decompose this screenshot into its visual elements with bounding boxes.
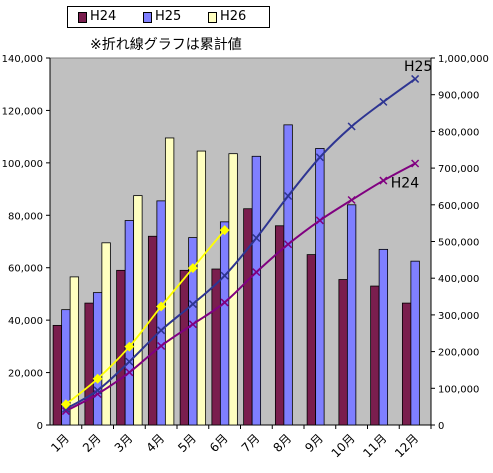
point-h25-9 — [315, 153, 324, 162]
bar-h24-6 — [211, 268, 221, 426]
bar-h26-5 — [196, 150, 207, 426]
legend-label-h24: H24 — [90, 9, 117, 24]
point-h24-4 — [157, 341, 166, 350]
left-tick-label: 80,000 — [8, 211, 43, 222]
point-h25-4 — [157, 326, 166, 335]
point-h25-11 — [379, 97, 388, 106]
legend-label-h25: H25 — [155, 9, 182, 24]
legend-item-h25: H25 — [143, 10, 181, 24]
bar-h25-4 — [156, 200, 166, 426]
left-tick-label: 100,000 — [2, 159, 43, 170]
bar-h25-3 — [124, 220, 135, 426]
line-label-h25: H25 — [404, 59, 432, 75]
point-h24-6 — [220, 298, 229, 307]
point-h25-12 — [411, 74, 420, 83]
legend-swatch-h25 — [143, 11, 152, 23]
x-tick-label: 8月 — [270, 431, 294, 455]
point-h25-2 — [93, 386, 102, 395]
point-h25-8 — [284, 191, 293, 201]
bar-h25-10 — [346, 204, 357, 426]
legend-item-h26: H26 — [208, 10, 246, 24]
bar-h24-1 — [52, 324, 63, 426]
right-tick-label: 500,000 — [438, 238, 479, 249]
x-tick-label: 2月 — [80, 431, 104, 455]
bar-h24-4 — [147, 235, 158, 426]
right-tick-label: 300,000 — [438, 311, 479, 322]
point-h25-5 — [188, 300, 197, 309]
point-h26-5 — [187, 263, 198, 274]
right-tick-label: 100,000 — [438, 384, 479, 395]
point-h24-7 — [252, 268, 261, 277]
point-h24-1 — [61, 407, 70, 416]
bar-h25-2 — [92, 292, 103, 426]
bar-h26-2 — [101, 242, 111, 426]
bar-h24-8 — [274, 225, 285, 426]
line-label-h24: H24 — [391, 176, 419, 192]
point-h24-9 — [315, 216, 324, 225]
bar-h24-2 — [84, 302, 94, 426]
bar-h26-1 — [69, 276, 80, 426]
point-h24-8 — [284, 240, 293, 249]
x-tick-label: 10月 — [329, 431, 358, 460]
left-tick-label: 120,000 — [2, 106, 43, 117]
right-tick-label: 1,000,000 — [438, 54, 489, 65]
left-tick-label: 140,000 — [2, 54, 43, 65]
right-tick-label: 200,000 — [438, 348, 479, 359]
left-tick-label: 40,000 — [8, 316, 43, 327]
right-tick-label: 800,000 — [438, 127, 479, 138]
x-tick-label: 1月 — [48, 431, 72, 455]
right-tick-label: 0 — [438, 421, 444, 432]
point-h24-11 — [379, 176, 388, 185]
bar-h25-8 — [283, 124, 293, 426]
line-h26 — [65, 229, 226, 405]
legend-item-h24: H24 — [78, 10, 116, 24]
point-h26-4 — [156, 301, 167, 312]
point-h25-3 — [125, 357, 134, 366]
x-tick-label: 12月 — [392, 431, 421, 460]
point-h25-10 — [347, 122, 356, 131]
bar-h24-7 — [243, 208, 253, 426]
right-tick-label: 700,000 — [438, 164, 479, 175]
legend-swatch-h26 — [208, 11, 217, 23]
legend: H24 H25 H26 — [67, 6, 270, 28]
bar-h26-3 — [133, 195, 143, 426]
bar-h24-10 — [338, 279, 348, 426]
point-h26-6 — [219, 225, 230, 236]
x-tick-label: 4月 — [143, 431, 167, 455]
x-tick-label: 3月 — [112, 431, 136, 455]
bar-h26-6 — [228, 153, 238, 426]
x-tick-label: 7月 — [239, 431, 263, 455]
x-tick-label: 5月 — [175, 431, 199, 455]
x-tick-label: 11月 — [360, 431, 389, 460]
legend-label-h26: H26 — [220, 9, 247, 24]
bar-h25-11 — [378, 248, 389, 426]
point-h24-3 — [125, 368, 134, 377]
bar-h24-12 — [401, 302, 412, 426]
left-tick-label: 20,000 — [8, 369, 43, 380]
right-tick-label: 600,000 — [438, 201, 479, 212]
bar-h24-9 — [306, 254, 317, 426]
left-tick-label: 60,000 — [8, 264, 43, 275]
bar-h26-4 — [164, 137, 175, 426]
bar-h24-5 — [179, 269, 190, 426]
bar-h25-9 — [315, 148, 325, 426]
bar-h24-11 — [370, 285, 380, 426]
x-tick-label: 9月 — [302, 431, 326, 455]
point-h24-5 — [188, 320, 197, 329]
right-tick-label: 900,000 — [438, 91, 479, 102]
left-tick-label: 0 — [37, 421, 43, 432]
point-h24-10 — [347, 195, 356, 205]
bar-h25-6 — [219, 221, 230, 426]
point-h25-7 — [252, 233, 261, 243]
right-tick-label: 400,000 — [438, 274, 479, 285]
point-h24-12 — [411, 159, 420, 168]
point-h25-6 — [220, 271, 229, 280]
legend-swatch-h24 — [78, 11, 87, 23]
bar-h25-7 — [251, 155, 262, 426]
bar-h24-3 — [116, 269, 126, 426]
x-tick-label: 6月 — [207, 431, 231, 455]
bar-h25-12 — [410, 260, 420, 426]
chart-note: ※折れ線グラフは累計値 — [90, 37, 242, 53]
